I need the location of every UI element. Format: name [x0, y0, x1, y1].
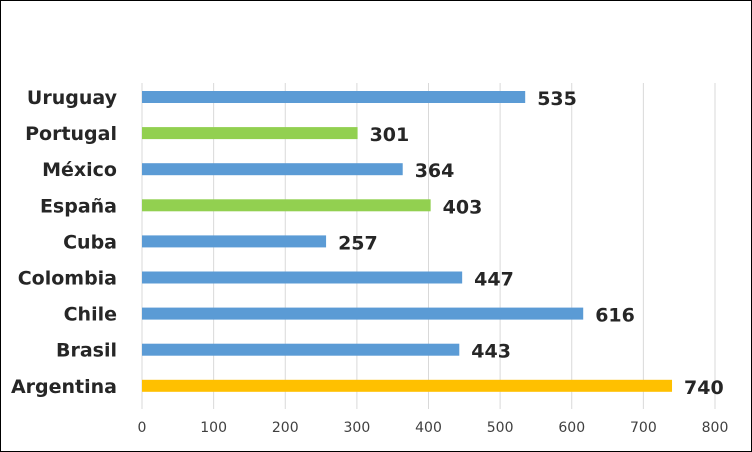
x-tick-label: 200 — [272, 420, 299, 436]
category-label: Cuba — [63, 231, 117, 253]
value-label: 740 — [684, 377, 724, 399]
bar-brasil — [142, 343, 460, 356]
value-label: 443 — [471, 341, 511, 363]
category-label: Brasil — [56, 340, 117, 362]
x-tick-label: 800 — [702, 420, 729, 436]
x-tick-label: 100 — [200, 420, 227, 436]
category-label: Chile — [64, 304, 117, 326]
value-label: 403 — [443, 196, 483, 218]
x-axis-tick-labels: 0 100 200 300 400 500 600 700 800 — [138, 420, 729, 436]
value-label: 364 — [415, 160, 455, 182]
bar-argentina — [142, 379, 673, 392]
x-tick-label: 600 — [558, 420, 585, 436]
bar-cuba — [142, 235, 327, 248]
x-tick-label: 700 — [630, 420, 657, 436]
category-labels: Uruguay Portugal México España Cuba Colombia C… — [11, 87, 118, 398]
category-label: Colombia — [18, 268, 117, 290]
value-label: 447 — [474, 269, 514, 291]
bars — [142, 91, 673, 392]
value-label: 301 — [370, 124, 410, 146]
bar-colombia — [142, 271, 463, 284]
x-tick-label: 500 — [487, 420, 514, 436]
category-label: España — [40, 195, 117, 217]
x-tick-label: 300 — [344, 420, 371, 436]
category-label: México — [42, 159, 117, 181]
category-label: Uruguay — [27, 87, 118, 109]
x-tick-label: 0 — [138, 420, 147, 436]
bar-españa — [142, 199, 431, 212]
category-label: Portugal — [25, 123, 117, 145]
bar-portugal — [142, 127, 358, 140]
bar-méxico — [142, 163, 403, 176]
category-label: Argentina — [11, 376, 117, 398]
value-label: 257 — [338, 232, 378, 254]
x-tick-label: 400 — [415, 420, 442, 436]
value-label: 535 — [537, 88, 577, 110]
bar-uruguay — [142, 91, 526, 103]
value-label: 616 — [595, 305, 635, 327]
bar-chile — [142, 307, 584, 320]
